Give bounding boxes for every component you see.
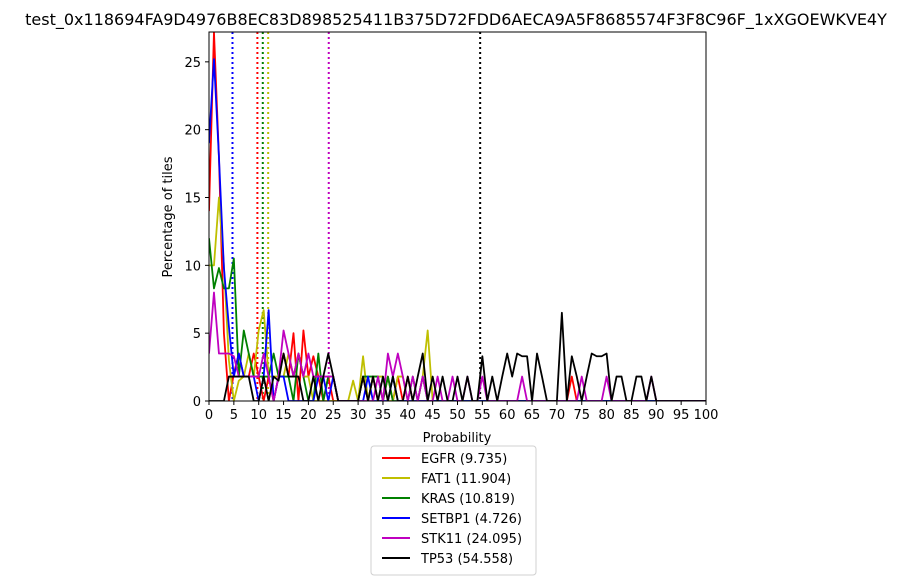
y-tick-label: 10 [184,259,201,274]
x-tick-label: 95 [673,408,690,423]
legend-entry: EGFR (9.735) [421,452,507,467]
x-tick-label: 60 [499,408,516,423]
x-tick-label: 25 [325,408,342,423]
x-tick-label: 40 [400,408,417,423]
x-tick-label: 50 [449,408,466,423]
x-tick-label: 80 [598,408,615,423]
x-tick-label: 20 [300,408,317,423]
plot-frame [208,31,707,402]
x-tick-label: 5 [230,408,238,423]
x-tick-label: 0 [205,408,213,423]
y-axis-label: Percentage of tiles [161,156,176,277]
legend-entry: FAT1 (11.904) [421,472,511,487]
x-tick-label: 55 [474,408,491,423]
x-tick-label: 15 [275,408,292,423]
series-line [209,58,706,401]
x-axis-label: Probability [423,431,492,446]
legend-entry: TP53 (54.558) [420,552,513,567]
x-tick-label: 30 [350,408,367,423]
series-line [209,311,706,401]
legend-entry: SETBP1 (4.726) [421,512,522,527]
x-tick-label: 35 [375,408,392,423]
legend-entry: STK11 (24.095) [421,532,522,547]
series-line [209,32,706,401]
legend-frame [370,445,537,576]
y-tick-label: 5 [193,327,201,342]
chart-title: test_0x118694FA9D4976B8EC83D898525411B37… [25,10,887,30]
x-tick-label: 10 [250,408,267,423]
x-tick-label: 65 [524,408,541,423]
series-line [209,196,706,401]
x-tick-label: 85 [623,408,640,423]
y-tick-label: 20 [184,124,201,139]
x-tick-label: 100 [694,408,719,423]
y-tick-label: 15 [184,192,201,207]
legend: EGFR (9.735) FAT1 (11.904) KRAS (10.819) SE… [370,445,537,576]
legend-entry: KRAS (10.819) [421,492,515,507]
y-tick-label: 0 [193,395,201,410]
x-tick-label: 70 [549,408,566,423]
x-tick-label: 45 [424,408,441,423]
x-tick-label: 90 [648,408,665,423]
x-tick-label: 75 [573,408,590,423]
y-tick-label: 25 [184,56,201,71]
series-line [209,291,706,401]
